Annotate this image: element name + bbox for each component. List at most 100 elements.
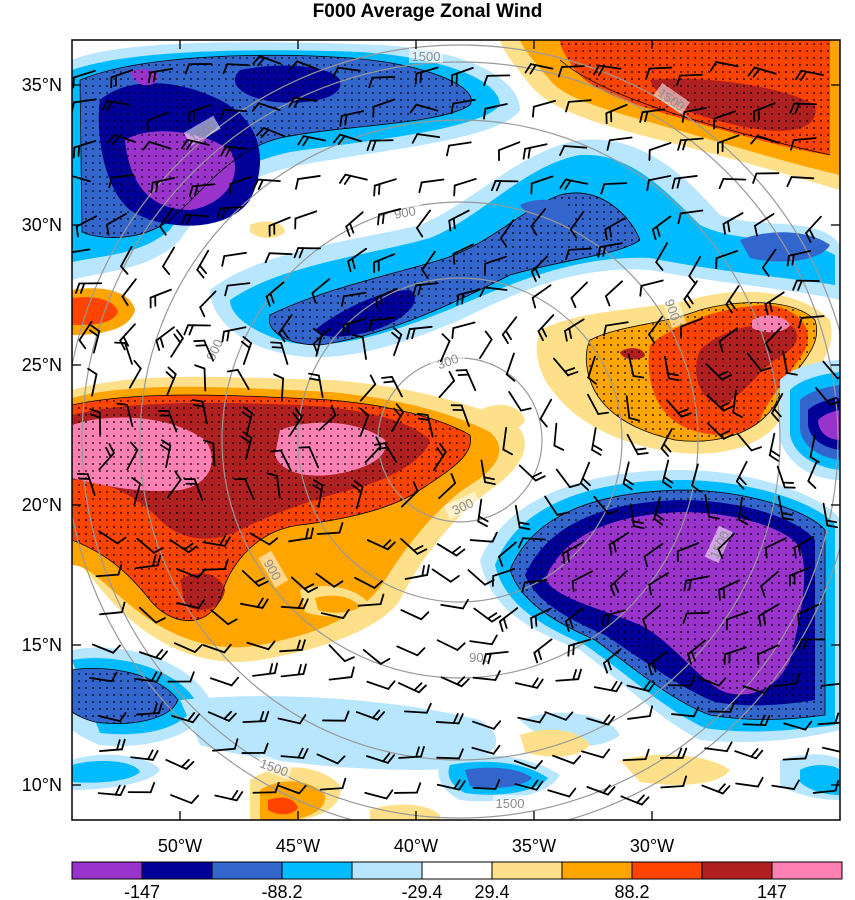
wind-barb (456, 288, 481, 306)
wind-barb-feather (416, 548, 428, 555)
wind-barb-feather (270, 449, 282, 453)
wind-barb-staff (359, 414, 370, 437)
wind-barb-feather (411, 327, 416, 340)
wind-barb-feather (153, 547, 164, 554)
wind-barb-feather (269, 292, 275, 304)
wind-barb (480, 459, 496, 486)
wind-barb (586, 714, 616, 726)
wind-barb (98, 443, 115, 471)
wind-barb (87, 367, 98, 397)
wind-barb-staff (72, 69, 96, 79)
wind-barb (270, 341, 289, 365)
wind-barb-staff (647, 651, 668, 666)
range-ring-label-group: 300 (428, 347, 467, 374)
wind-barb-staff (501, 316, 518, 336)
wind-barb (753, 102, 776, 123)
wind-barb (626, 680, 656, 692)
wind-barb (789, 102, 818, 114)
wind-barb (552, 754, 582, 765)
wind-barb (398, 682, 427, 694)
wind-barb (256, 127, 286, 139)
wind-barb (448, 209, 470, 232)
wind-barb (319, 777, 347, 791)
wind-barb-feather (426, 564, 430, 576)
wind-barb-feather (107, 134, 116, 144)
wind-barb (539, 398, 553, 428)
wind-barb-staff (571, 570, 594, 583)
wind-barb (289, 60, 319, 71)
wind-barb (697, 676, 727, 687)
wind-barb (318, 405, 337, 432)
wind-barb-staff (788, 566, 812, 577)
wind-barb (725, 285, 740, 314)
wind-barb (676, 542, 700, 563)
wind-barb (782, 350, 798, 376)
wind-barb-staff (736, 432, 753, 452)
wind-barb (569, 210, 585, 239)
wind-barb (446, 141, 472, 157)
wind-barb (241, 569, 269, 587)
wind-barb (627, 705, 654, 720)
wind-barb-feather (199, 306, 206, 318)
wind-barb (279, 639, 306, 653)
wind-barb-feather (263, 742, 269, 754)
wind-barb-feather (569, 228, 578, 239)
wind-barb-feather (568, 787, 577, 798)
wind-barb (797, 315, 825, 329)
lat-tick-label: 20°N (22, 495, 62, 515)
wind-barb-staff (214, 794, 238, 802)
wind-barb (202, 643, 232, 654)
wind-barb-feather (533, 651, 539, 664)
wind-barb-staff (815, 387, 832, 406)
wind-barb-staff (188, 104, 212, 114)
wind-barb-feather (416, 412, 429, 416)
wind-barb-staff (280, 755, 305, 759)
wind-barb-feather (559, 178, 567, 189)
wind-barb-staff (593, 495, 610, 515)
wind-barb (706, 422, 734, 440)
wind-barb-feather (632, 375, 645, 379)
wind-barb (660, 428, 673, 457)
wind-barb (167, 671, 195, 683)
wind-barb-feather (726, 220, 731, 233)
wind-barb (241, 431, 253, 461)
wind-barb (150, 176, 176, 194)
wind-barb-staff (579, 461, 591, 484)
wind-barb (293, 247, 322, 259)
wind-barb (368, 75, 396, 89)
wind-barb-staff (262, 127, 286, 137)
wind-barb-feather (192, 404, 205, 408)
wind-barb-feather (502, 448, 513, 456)
wind-barb-feather (603, 324, 607, 337)
wind-barb-staff (764, 537, 787, 549)
wind-barb (366, 752, 396, 764)
wind-barb (622, 461, 634, 491)
wind-barb (671, 175, 698, 190)
wind-barb (647, 651, 668, 676)
wind-barb (340, 291, 367, 307)
wind-barb-staff (138, 651, 162, 661)
wind-barb-feather (309, 527, 314, 539)
wind-barb (742, 684, 772, 694)
wind-barb (99, 738, 126, 752)
wind-barb-feather (165, 371, 175, 380)
wind-barb (771, 779, 800, 790)
colorbar-label: -88.2 (261, 882, 302, 900)
wind-barb-feather (312, 327, 323, 336)
colorbar-swatch (421, 861, 493, 880)
wind-barb-feather (662, 443, 672, 453)
wind-barb-feather (223, 710, 233, 720)
wind-barb-staff (722, 212, 744, 225)
wind-barb-feather (121, 738, 126, 751)
wind-barb-staff (448, 209, 470, 222)
wind-barb (220, 145, 249, 157)
wind-barb-feather (750, 446, 762, 452)
wind-barb-feather (718, 588, 721, 601)
wind-barb (403, 702, 432, 714)
wind-barb-feather (532, 105, 535, 118)
wind-barb (608, 531, 630, 556)
wind-barb (627, 353, 645, 379)
wind-barb-feather (155, 617, 166, 624)
wind-barb (89, 324, 101, 354)
